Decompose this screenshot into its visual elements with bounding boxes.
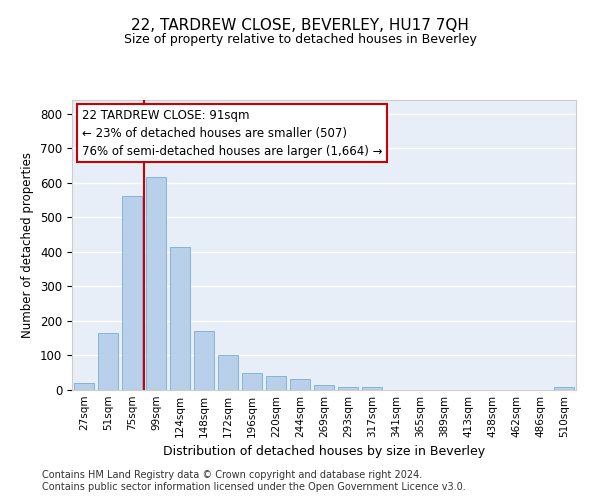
Bar — [554, 387, 574, 390]
Bar — [362, 387, 382, 390]
Bar — [98, 333, 118, 390]
Bar — [146, 176, 166, 390]
Bar — [194, 332, 214, 390]
Bar — [314, 385, 334, 390]
Bar — [266, 376, 286, 390]
Y-axis label: Number of detached properties: Number of detached properties — [22, 152, 34, 338]
X-axis label: Distribution of detached houses by size in Beverley: Distribution of detached houses by size … — [163, 446, 485, 458]
Bar — [122, 196, 142, 390]
Text: Contains HM Land Registry data © Crown copyright and database right 2024.: Contains HM Land Registry data © Crown c… — [42, 470, 422, 480]
Bar — [338, 386, 358, 390]
Bar — [170, 246, 190, 390]
Bar — [242, 372, 262, 390]
Text: 22 TARDREW CLOSE: 91sqm
← 23% of detached houses are smaller (507)
76% of semi-d: 22 TARDREW CLOSE: 91sqm ← 23% of detache… — [82, 108, 383, 158]
Text: Size of property relative to detached houses in Beverley: Size of property relative to detached ho… — [124, 32, 476, 46]
Text: 22, TARDREW CLOSE, BEVERLEY, HU17 7QH: 22, TARDREW CLOSE, BEVERLEY, HU17 7QH — [131, 18, 469, 32]
Bar — [218, 356, 238, 390]
Text: Contains public sector information licensed under the Open Government Licence v3: Contains public sector information licen… — [42, 482, 466, 492]
Bar — [74, 383, 94, 390]
Bar — [290, 378, 310, 390]
